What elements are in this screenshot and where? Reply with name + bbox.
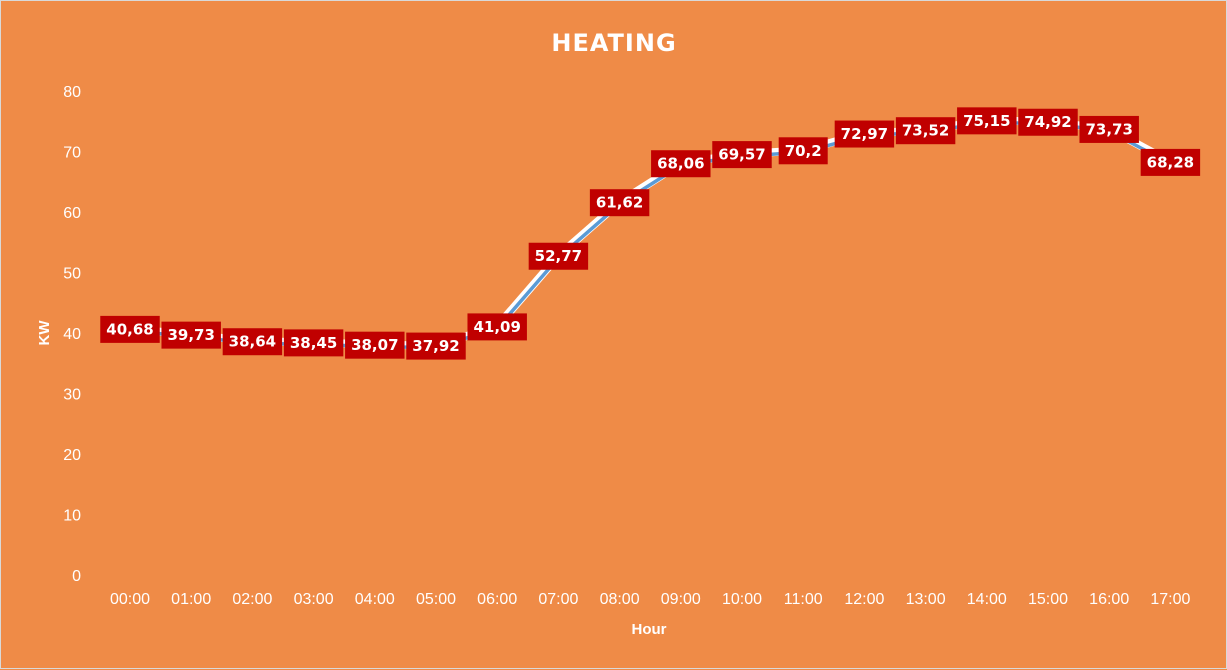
drop-lines: [129, 120, 1172, 575]
data-label-text: 72,97: [841, 125, 888, 143]
y-tick-label: 60: [63, 205, 81, 222]
data-label: 38,45: [283, 329, 344, 357]
data-label: 40,68: [100, 315, 160, 343]
data-label-box: [528, 242, 589, 270]
data-label-box: [222, 328, 283, 356]
y-tick-label: 80: [63, 84, 81, 101]
x-tick-label: 07:00: [538, 591, 578, 608]
data-label: 52,77: [528, 242, 589, 270]
data-label-text: 75,15: [963, 112, 1010, 130]
y-tick-label: 50: [63, 266, 81, 283]
data-label-box: [161, 321, 221, 349]
x-tick-label: 00:00: [110, 591, 150, 608]
x-tick-label: 14:00: [967, 591, 1007, 608]
data-label: 72,97: [834, 120, 895, 148]
data-label: 68,06: [651, 150, 711, 178]
data-label-box: [778, 137, 828, 165]
x-tick-label: 09:00: [661, 591, 701, 608]
data-label-text: 52,77: [535, 247, 582, 265]
x-tick-label: 10:00: [722, 591, 762, 608]
data-label-text: 38,07: [351, 336, 398, 354]
data-label-text: 40,68: [106, 320, 153, 338]
x-tick-label: 05:00: [416, 591, 456, 608]
x-tick-label: 03:00: [294, 591, 334, 608]
data-label-box: [589, 189, 650, 217]
y-tick-label: 20: [63, 447, 81, 464]
x-tick-label: 02:00: [232, 591, 272, 608]
data-label-text: 38,64: [229, 333, 276, 351]
data-label: 70,2: [778, 137, 828, 165]
data-label-text: 68,28: [1147, 153, 1194, 171]
data-label-text: 39,73: [167, 326, 214, 344]
data-label-box: [1140, 148, 1201, 176]
y-tick-label: 30: [63, 387, 81, 404]
data-label: 69,57: [712, 141, 772, 169]
data-label-box: [1079, 115, 1139, 143]
x-axis-ticks: 00:00 01:00 02:00 03:00 04:00 05:00 06:00 07:00…: [110, 591, 1191, 608]
y-axis-ticks: 0 10 20 30 40 50 60 70 80: [63, 84, 81, 585]
y-tick-label: 40: [63, 326, 81, 343]
series-line-outline: [126, 116, 1175, 350]
data-label-text: 41,09: [473, 318, 520, 336]
y-tick-label: 0: [72, 568, 81, 585]
data-label-text: 69,57: [718, 146, 765, 164]
data-label: 38,07: [345, 331, 405, 359]
x-tick-label: 15:00: [1028, 591, 1068, 608]
data-label: 41,09: [467, 313, 527, 341]
data-label-text: 38,45: [290, 334, 337, 352]
data-label-text: 74,92: [1024, 113, 1071, 131]
data-label: 75,15: [957, 107, 1017, 135]
data-label-box: [406, 332, 466, 360]
data-label-text: 73,73: [1085, 120, 1132, 138]
data-label: 38,64: [222, 328, 283, 356]
data-label: 73,52: [895, 117, 956, 145]
x-tick-label: 11:00: [784, 591, 823, 608]
data-label: 68,28: [1140, 148, 1201, 176]
x-tick-label: 01:00: [171, 591, 211, 608]
data-label-box: [1018, 108, 1078, 136]
y-tick-label: 70: [63, 145, 81, 162]
x-tick-label: 04:00: [355, 591, 395, 608]
data-label-box: [651, 150, 711, 178]
data-label: 37,92: [406, 332, 466, 360]
data-label-box: [283, 329, 344, 357]
data-label-text: 68,06: [657, 155, 704, 173]
data-label-box: [100, 315, 160, 343]
data-label-box: [467, 313, 527, 341]
x-tick-label: 17:00: [1150, 591, 1190, 608]
x-tick-label: 08:00: [600, 591, 640, 608]
data-label-text: 37,92: [412, 337, 459, 355]
data-label: 73,73: [1079, 115, 1139, 143]
data-label-box: [957, 107, 1017, 135]
data-labels: 40,68 39,73 38,64 38,45 38,07 37,92 41,09 52,77…: [100, 107, 1201, 360]
chart-title: HEATING: [551, 29, 676, 57]
x-tick-label: 12:00: [844, 591, 884, 608]
data-label-text: 61,62: [596, 194, 643, 212]
data-label: 74,92: [1018, 108, 1078, 136]
data-label-text: 70,2: [785, 142, 822, 160]
data-label: 39,73: [161, 321, 221, 349]
data-label-box: [895, 117, 956, 145]
x-tick-label: 16:00: [1089, 591, 1129, 608]
data-label-box: [712, 141, 772, 169]
x-axis-title: Hour: [632, 621, 667, 638]
y-tick-label: 10: [63, 508, 81, 525]
data-label-box: [834, 120, 895, 148]
series-line: [128, 120, 1173, 350]
data-label-box: [345, 331, 405, 359]
series-line-group: [126, 116, 1175, 350]
data-label-text: 73,52: [902, 122, 949, 140]
y-axis-title: KW: [36, 320, 53, 346]
x-tick-label: 13:00: [906, 591, 946, 608]
x-tick-label: 06:00: [477, 591, 517, 608]
data-label: 61,62: [589, 189, 650, 217]
